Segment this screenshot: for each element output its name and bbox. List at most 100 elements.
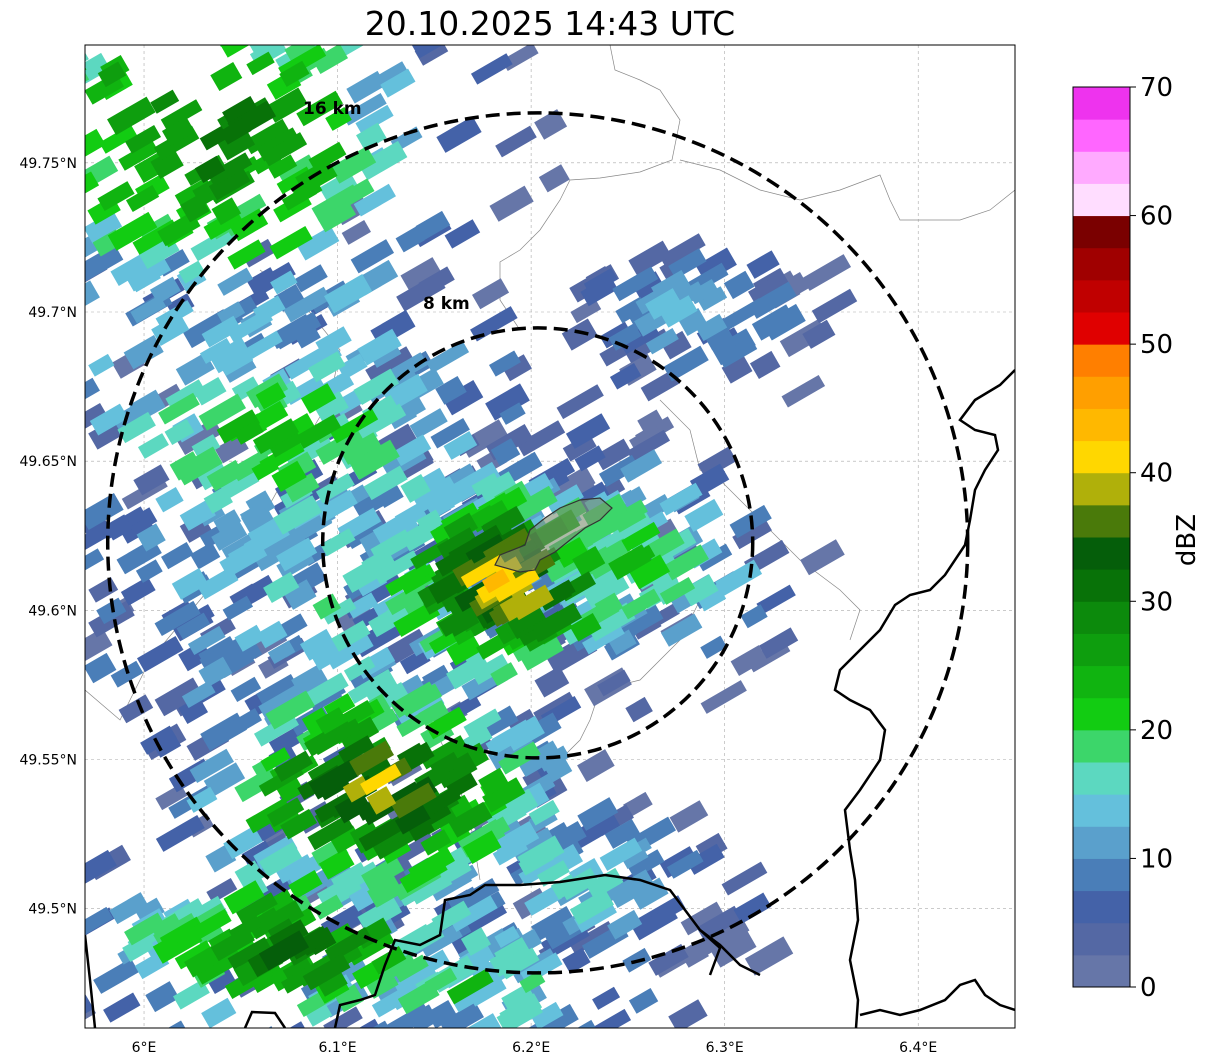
echo-bin (723, 270, 755, 300)
echo-bin (324, 274, 373, 314)
echo-bin (331, 620, 371, 652)
echo-bin (485, 383, 530, 421)
lon-tick-label: 6.4°E (899, 1040, 937, 1056)
echo-bin (158, 392, 200, 425)
colorbar-swatch (1073, 376, 1130, 409)
echo-bin (577, 749, 615, 782)
colorbar-swatch (1073, 697, 1130, 731)
echo-bin (413, 520, 444, 545)
echo-bin (186, 786, 218, 813)
echo-bin (256, 673, 301, 710)
echo-bin (0, 47, 6, 71)
echo-bin (23, 77, 63, 108)
echo-bin (632, 905, 678, 941)
echo-bin (133, 464, 170, 496)
echo-bin (393, 954, 429, 983)
echo-bin (85, 58, 87, 86)
echo-bin (9, 178, 36, 201)
echo-bin (759, 627, 799, 659)
echo-bin (531, 906, 575, 941)
echo-bin (493, 568, 540, 603)
echo-bin (645, 327, 679, 355)
echo-bin (190, 542, 221, 570)
echo-bin (390, 782, 437, 819)
echo-bin (511, 605, 545, 634)
echo-bin (446, 968, 494, 1005)
colorbar-swatch (1073, 119, 1130, 152)
colorbar-tick-label: 70 (1140, 73, 1173, 103)
echo-bin (426, 1000, 458, 1028)
echo-bin (679, 939, 709, 968)
echo-bin (648, 943, 689, 976)
echo-bin (392, 434, 432, 467)
echo-bin (696, 543, 733, 572)
echo-bin (781, 374, 826, 408)
echo-bin (399, 648, 431, 675)
echo-bin (85, 652, 117, 684)
colorbar-swatch (1073, 408, 1130, 442)
echo-bin (302, 672, 349, 708)
echo-bin (199, 643, 235, 671)
lat-tick-label: 49.5°N (28, 902, 77, 918)
echo-bin (491, 719, 533, 752)
echo-bin (406, 814, 435, 842)
echo-bin (415, 210, 451, 241)
echo-bin (464, 887, 491, 910)
echo-bin (400, 474, 431, 503)
echo-bin (231, 193, 267, 222)
echo-bin (192, 944, 244, 985)
echo-bin (381, 1029, 426, 1064)
echo-bin (252, 1026, 281, 1028)
echo-bin (538, 164, 570, 193)
echo-bin (25, 68, 60, 99)
echo-bin (356, 122, 387, 151)
echo-bin (78, 5, 119, 40)
echo-bin (203, 762, 246, 797)
echo-bin (275, 775, 305, 804)
echo-bin (439, 1002, 484, 1028)
range-ring-8km (320, 326, 755, 760)
echo-bin (129, 266, 161, 293)
echo-bin (123, 335, 164, 370)
echo-bin (389, 1029, 420, 1058)
echo-bin (609, 363, 642, 390)
country-borders (85, 369, 1015, 1028)
echo-bin (178, 696, 209, 724)
echo-bin (604, 818, 641, 849)
echo-bin (686, 843, 725, 875)
colorbar-swatch (1073, 762, 1130, 795)
echo-bin (498, 741, 541, 775)
echo-bin (41, 102, 83, 136)
echo-bin (284, 45, 316, 62)
colorbar-swatch (1073, 87, 1130, 120)
echo-bin (118, 694, 154, 724)
echo-bin (620, 449, 663, 483)
echo-bin (462, 830, 502, 865)
lat-tick-label: 49.7°N (28, 305, 77, 321)
echo-bin (210, 926, 255, 962)
echo-bin (470, 53, 513, 85)
colorbar-swatch (1073, 537, 1130, 570)
echo-bin (516, 420, 566, 457)
echo-bin (536, 860, 570, 887)
echo-bin (277, 154, 316, 185)
echo-bin (732, 518, 772, 550)
range-ring-label: 8 km (423, 294, 470, 314)
echo-bin (234, 624, 265, 652)
echo-bin (0, 325, 23, 352)
echo-bin (191, 434, 221, 460)
echo-bin (580, 274, 618, 307)
echo-bin (85, 128, 106, 168)
echo-bin (134, 897, 165, 925)
echo-bin (490, 438, 521, 466)
echo-bin (155, 487, 184, 513)
echo-bin (659, 576, 696, 605)
echo-bin (136, 523, 166, 552)
echo-bin (353, 183, 396, 217)
echo-bin (680, 901, 725, 936)
echo-bin (418, 266, 455, 297)
echo-bin (700, 680, 747, 714)
echo-bin (417, 1056, 448, 1064)
echo-bin (107, 96, 156, 136)
echo-bin (499, 402, 526, 425)
